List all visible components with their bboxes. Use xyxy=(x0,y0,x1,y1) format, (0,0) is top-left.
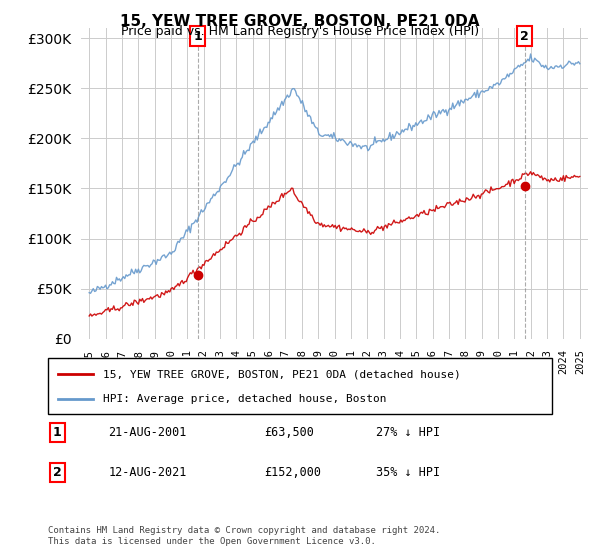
Text: 15, YEW TREE GROVE, BOSTON, PE21 0DA (detached house): 15, YEW TREE GROVE, BOSTON, PE21 0DA (de… xyxy=(103,369,461,379)
Text: 2: 2 xyxy=(53,466,62,479)
Text: 2: 2 xyxy=(520,30,529,43)
Text: £63,500: £63,500 xyxy=(265,426,314,439)
Text: 35% ↓ HPI: 35% ↓ HPI xyxy=(376,466,440,479)
FancyBboxPatch shape xyxy=(48,358,552,414)
Text: 21-AUG-2001: 21-AUG-2001 xyxy=(109,426,187,439)
Text: HPI: Average price, detached house, Boston: HPI: Average price, detached house, Bost… xyxy=(103,394,387,404)
Text: 15, YEW TREE GROVE, BOSTON, PE21 0DA: 15, YEW TREE GROVE, BOSTON, PE21 0DA xyxy=(120,14,480,29)
Text: Price paid vs. HM Land Registry's House Price Index (HPI): Price paid vs. HM Land Registry's House … xyxy=(121,25,479,38)
Text: £152,000: £152,000 xyxy=(265,466,322,479)
Text: 12-AUG-2021: 12-AUG-2021 xyxy=(109,466,187,479)
Text: 1: 1 xyxy=(193,30,202,43)
Text: 27% ↓ HPI: 27% ↓ HPI xyxy=(376,426,440,439)
Text: 1: 1 xyxy=(53,426,62,439)
Text: Contains HM Land Registry data © Crown copyright and database right 2024.
This d: Contains HM Land Registry data © Crown c… xyxy=(48,526,440,546)
